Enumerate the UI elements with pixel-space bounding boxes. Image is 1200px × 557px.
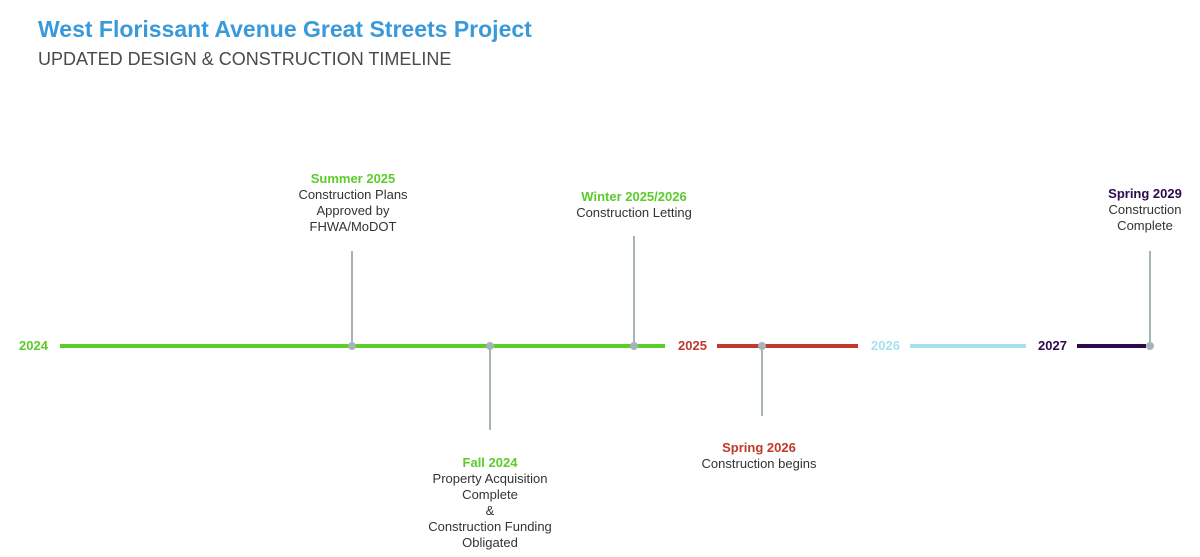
milestone-dot-spring-2026: [758, 342, 766, 350]
milestone-dot-fall-2024: [486, 342, 494, 350]
milestone-text: Obligated: [462, 535, 518, 550]
milestone-fall-2024: Fall 2024 Property Acquisition Complete …: [428, 455, 552, 551]
timeline-segment-2024: [60, 344, 665, 348]
milestone-spring-2029: Spring 2029 Construction Complete: [1108, 186, 1182, 234]
milestone-date: Spring 2026: [722, 440, 796, 455]
page-subtitle: UPDATED DESIGN & CONSTRUCTION TIMELINE: [38, 49, 452, 69]
milestone-text: &: [485, 503, 495, 518]
milestone-text: Construction Plans: [298, 187, 408, 202]
milestone-stem-winter-2025-2026: [633, 236, 635, 345]
milestone-text: Complete: [1117, 218, 1173, 233]
milestone-text: Construction begins: [701, 456, 817, 471]
milestone-text: Property Acquisition: [432, 471, 548, 486]
milestone-date: Winter 2025/2026: [581, 189, 687, 204]
milestone-winter-2025-2026: Winter 2025/2026 Construction Letting: [576, 189, 692, 221]
milestone-date: Summer 2025: [310, 171, 396, 186]
year-label-2026: 2026: [871, 338, 900, 353]
milestone-stem-spring-2029: [1149, 251, 1151, 345]
milestone-text: Approved by: [316, 203, 390, 218]
milestone-text: Construction Letting: [576, 205, 692, 220]
year-label-2027: 2027: [1038, 338, 1067, 353]
milestone-text: Construction Funding: [428, 519, 552, 534]
page-title: West Florissant Avenue Great Streets Pro…: [38, 16, 532, 42]
milestone-stem-spring-2026: [761, 346, 763, 416]
year-label-2025: 2025: [678, 338, 707, 353]
milestone-date: Fall 2024: [462, 455, 518, 470]
milestone-stem-summer-2025: [351, 251, 353, 345]
milestone-dot-winter-2025-2026: [630, 342, 638, 350]
milestone-spring-2026: Spring 2026 Construction begins: [702, 440, 817, 472]
milestone-dot-summer-2025: [348, 342, 356, 350]
milestone-text: FHWA/MoDOT: [309, 219, 397, 234]
milestone-stem-fall-2024: [489, 346, 491, 430]
year-label-2024: 2024: [19, 338, 48, 353]
milestone-dot-spring-2029: [1146, 342, 1154, 350]
timeline-segment-2026: [910, 344, 1026, 348]
timeline-segment-2027: [1077, 344, 1146, 348]
timeline-segment-2025: [717, 344, 858, 348]
milestone-summer-2025: Summer 2025 Construction Plans Approved …: [298, 171, 407, 235]
milestone-date: Spring 2029: [1108, 186, 1182, 201]
milestone-text: Construction: [1108, 202, 1182, 217]
milestone-text: Complete: [462, 487, 518, 502]
